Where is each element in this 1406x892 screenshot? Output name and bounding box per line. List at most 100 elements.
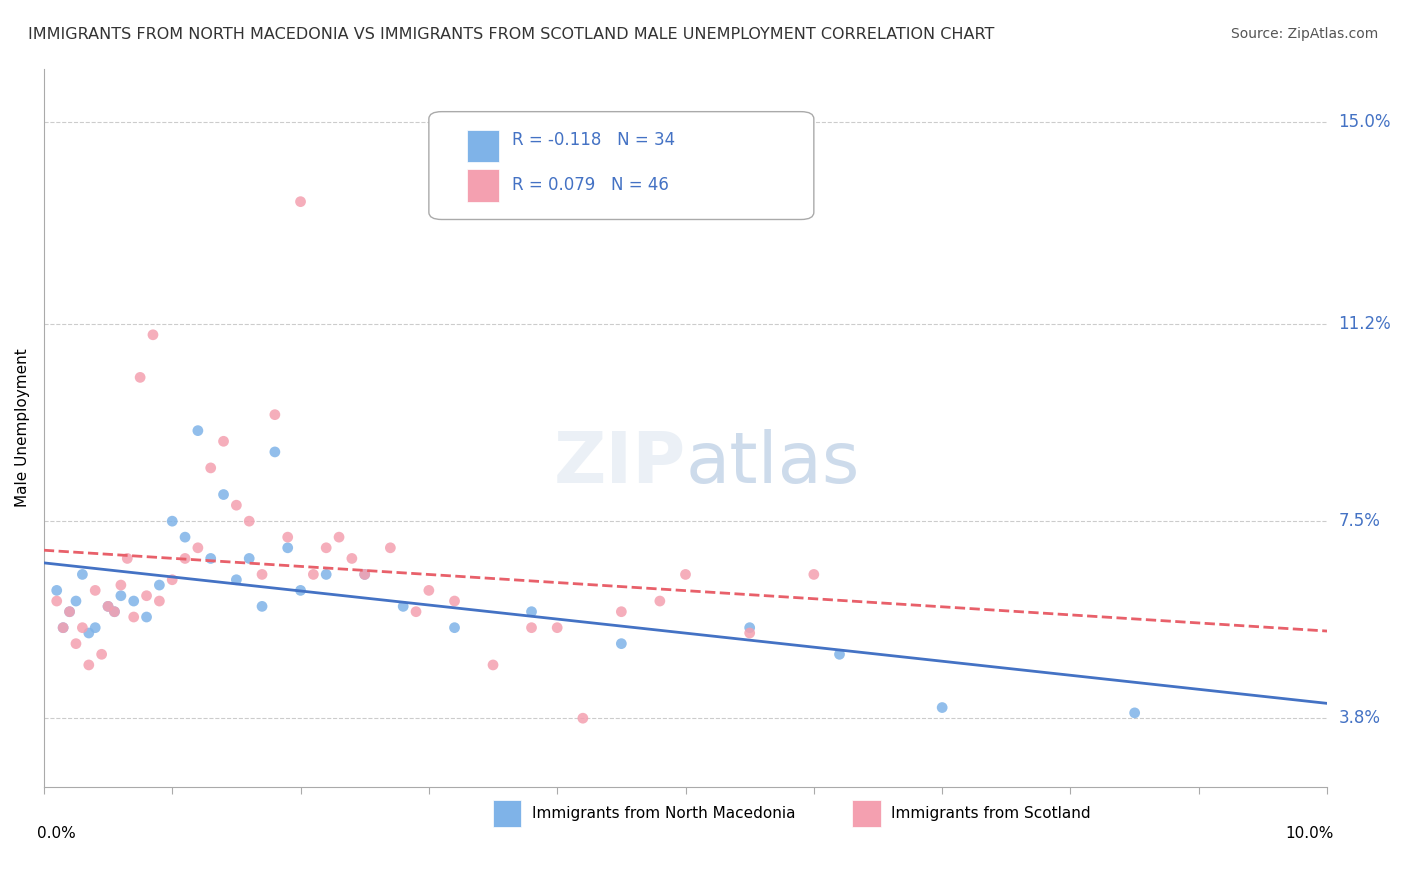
Point	[290, 194, 312, 209]
Point	[142, 327, 165, 342]
Point	[52, 621, 75, 635]
Point	[405, 605, 427, 619]
Text: 3.8%: 3.8%	[1339, 709, 1381, 727]
Point	[58, 605, 80, 619]
Point	[103, 605, 125, 619]
Point	[84, 621, 107, 635]
Point	[110, 578, 132, 592]
Text: IMMIGRANTS FROM NORTH MACEDONIA VS IMMIGRANTS FROM SCOTLAND MALE UNEMPLOYMENT CO: IMMIGRANTS FROM NORTH MACEDONIA VS IMMIG…	[28, 27, 994, 42]
Text: atlas: atlas	[686, 429, 860, 499]
Point	[803, 567, 825, 582]
Point	[302, 567, 325, 582]
Point	[117, 551, 139, 566]
Point	[315, 541, 337, 555]
Point	[174, 530, 197, 544]
Point	[738, 626, 761, 640]
Point	[277, 541, 299, 555]
Point	[418, 583, 440, 598]
Point	[58, 605, 80, 619]
Text: R = -0.118   N = 34: R = -0.118 N = 34	[512, 131, 675, 150]
Point	[738, 621, 761, 635]
Point	[392, 599, 415, 614]
Point	[187, 424, 209, 438]
Point	[546, 621, 568, 635]
Text: Immigrants from North Macedonia: Immigrants from North Macedonia	[531, 805, 794, 821]
Point	[610, 637, 633, 651]
Point	[160, 573, 183, 587]
Text: ZIP: ZIP	[554, 429, 686, 499]
Point	[84, 583, 107, 598]
Point	[264, 408, 287, 422]
Point	[315, 567, 337, 582]
Point	[200, 461, 222, 475]
Text: 11.2%: 11.2%	[1339, 315, 1391, 333]
Point	[340, 551, 363, 566]
Point	[610, 605, 633, 619]
Bar	[852, 799, 880, 827]
Point	[250, 599, 273, 614]
Text: Source: ZipAtlas.com: Source: ZipAtlas.com	[1230, 27, 1378, 41]
Point	[45, 594, 67, 608]
Point	[443, 594, 465, 608]
Point	[238, 514, 260, 528]
Text: R = 0.079   N = 46: R = 0.079 N = 46	[512, 176, 669, 194]
Point	[65, 637, 87, 651]
Point	[174, 551, 197, 566]
Bar	[467, 129, 499, 162]
Point	[572, 711, 595, 725]
Point	[122, 610, 145, 624]
Point	[225, 498, 247, 512]
Point	[828, 648, 851, 662]
Point	[520, 605, 543, 619]
Point	[103, 605, 125, 619]
Point	[129, 370, 152, 384]
Point	[45, 583, 67, 598]
Bar	[494, 799, 522, 827]
Point	[520, 621, 543, 635]
Bar	[467, 169, 499, 202]
Text: 15.0%: 15.0%	[1339, 112, 1391, 131]
Point	[277, 530, 299, 544]
Point	[97, 599, 120, 614]
Point	[77, 657, 100, 672]
Text: 10.0%: 10.0%	[1285, 826, 1334, 841]
Point	[135, 610, 157, 624]
Point	[328, 530, 350, 544]
Point	[200, 551, 222, 566]
FancyBboxPatch shape	[429, 112, 814, 219]
Point	[238, 551, 260, 566]
Point	[353, 567, 375, 582]
Point	[482, 657, 505, 672]
Text: Immigrants from Scotland: Immigrants from Scotland	[891, 805, 1091, 821]
Point	[443, 621, 465, 635]
Point	[675, 567, 697, 582]
Point	[122, 594, 145, 608]
Point	[72, 621, 94, 635]
Point	[212, 487, 235, 501]
Point	[931, 700, 953, 714]
Text: 7.5%: 7.5%	[1339, 512, 1381, 530]
Point	[225, 573, 247, 587]
Point	[97, 599, 120, 614]
Point	[77, 626, 100, 640]
Point	[1123, 706, 1146, 720]
Point	[353, 567, 375, 582]
Text: 0.0%: 0.0%	[37, 826, 76, 841]
Point	[290, 583, 312, 598]
Point	[135, 589, 157, 603]
Point	[212, 434, 235, 449]
Point	[72, 567, 94, 582]
Point	[187, 541, 209, 555]
Point	[160, 514, 183, 528]
Y-axis label: Male Unemployment: Male Unemployment	[15, 349, 30, 508]
Point	[380, 541, 402, 555]
Point	[52, 621, 75, 635]
Point	[148, 594, 170, 608]
Point	[90, 648, 112, 662]
Point	[65, 594, 87, 608]
Point	[648, 594, 671, 608]
Point	[264, 445, 287, 459]
Point	[250, 567, 273, 582]
Point	[148, 578, 170, 592]
Point	[110, 589, 132, 603]
